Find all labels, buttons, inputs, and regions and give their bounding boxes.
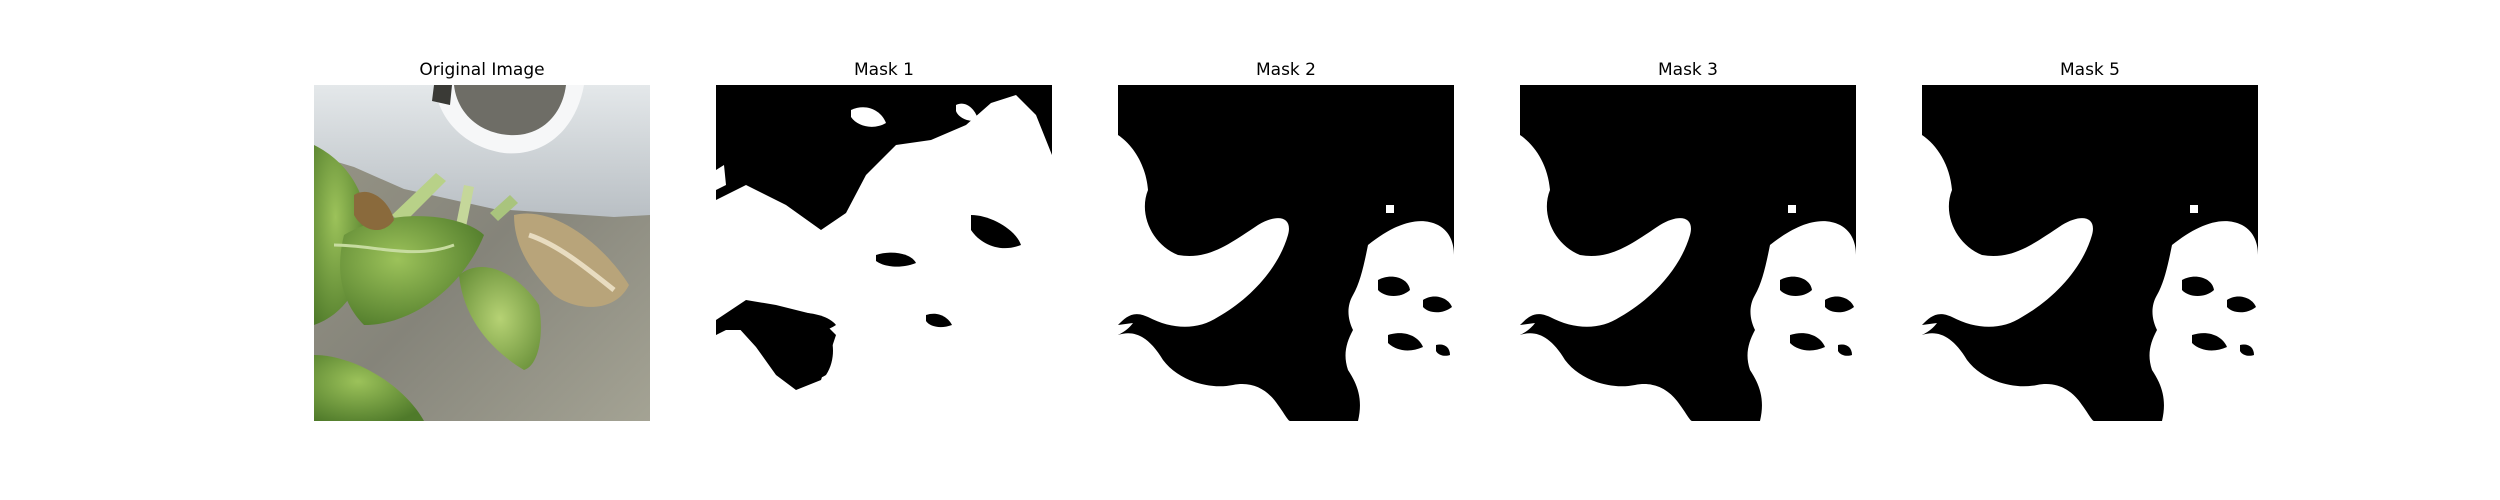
panel-title: Mask 3	[1657, 60, 1718, 80]
mask-3-image	[1520, 85, 1856, 421]
panel-title: Original Image	[419, 60, 545, 80]
panel-title: Mask 2	[1255, 60, 1316, 80]
mask-2-image	[1118, 85, 1454, 421]
panel-title: Mask 1	[853, 60, 914, 80]
panel-title: Mask 5	[2059, 60, 2120, 80]
mask-5-image	[1922, 85, 2258, 421]
mask-1-image	[716, 85, 1052, 421]
original-image	[314, 85, 650, 421]
